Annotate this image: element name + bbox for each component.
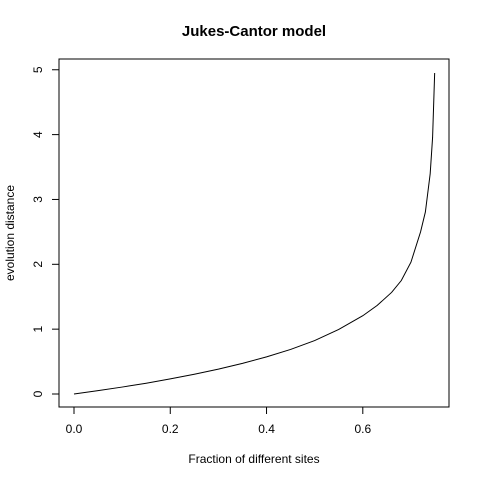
x-axis-label: Fraction of different sites bbox=[188, 452, 319, 466]
x-tick-label: 0.6 bbox=[354, 422, 371, 436]
y-axis: 0 1 2 3 4 5 bbox=[31, 66, 60, 397]
y-tick-label: 0 bbox=[31, 390, 45, 397]
plot-frame bbox=[58, 58, 450, 408]
plot-area bbox=[73, 72, 436, 395]
x-axis: 0.0 0.2 0.4 0.6 bbox=[66, 406, 371, 436]
y-axis-label: evolution distance bbox=[3, 185, 17, 281]
x-tick-label: 0.0 bbox=[66, 422, 83, 436]
y-tick-label: 5 bbox=[31, 66, 45, 73]
x-tick-label: 0.4 bbox=[258, 422, 275, 436]
y-tick-label: 4 bbox=[31, 131, 45, 138]
chart-title: Jukes-Cantor model bbox=[182, 23, 326, 40]
y-tick-label: 1 bbox=[31, 325, 45, 332]
series-line bbox=[73, 72, 436, 395]
x-tick-label: 0.2 bbox=[162, 422, 179, 436]
y-tick-label: 2 bbox=[31, 261, 45, 268]
y-tick-label: 3 bbox=[31, 196, 45, 203]
